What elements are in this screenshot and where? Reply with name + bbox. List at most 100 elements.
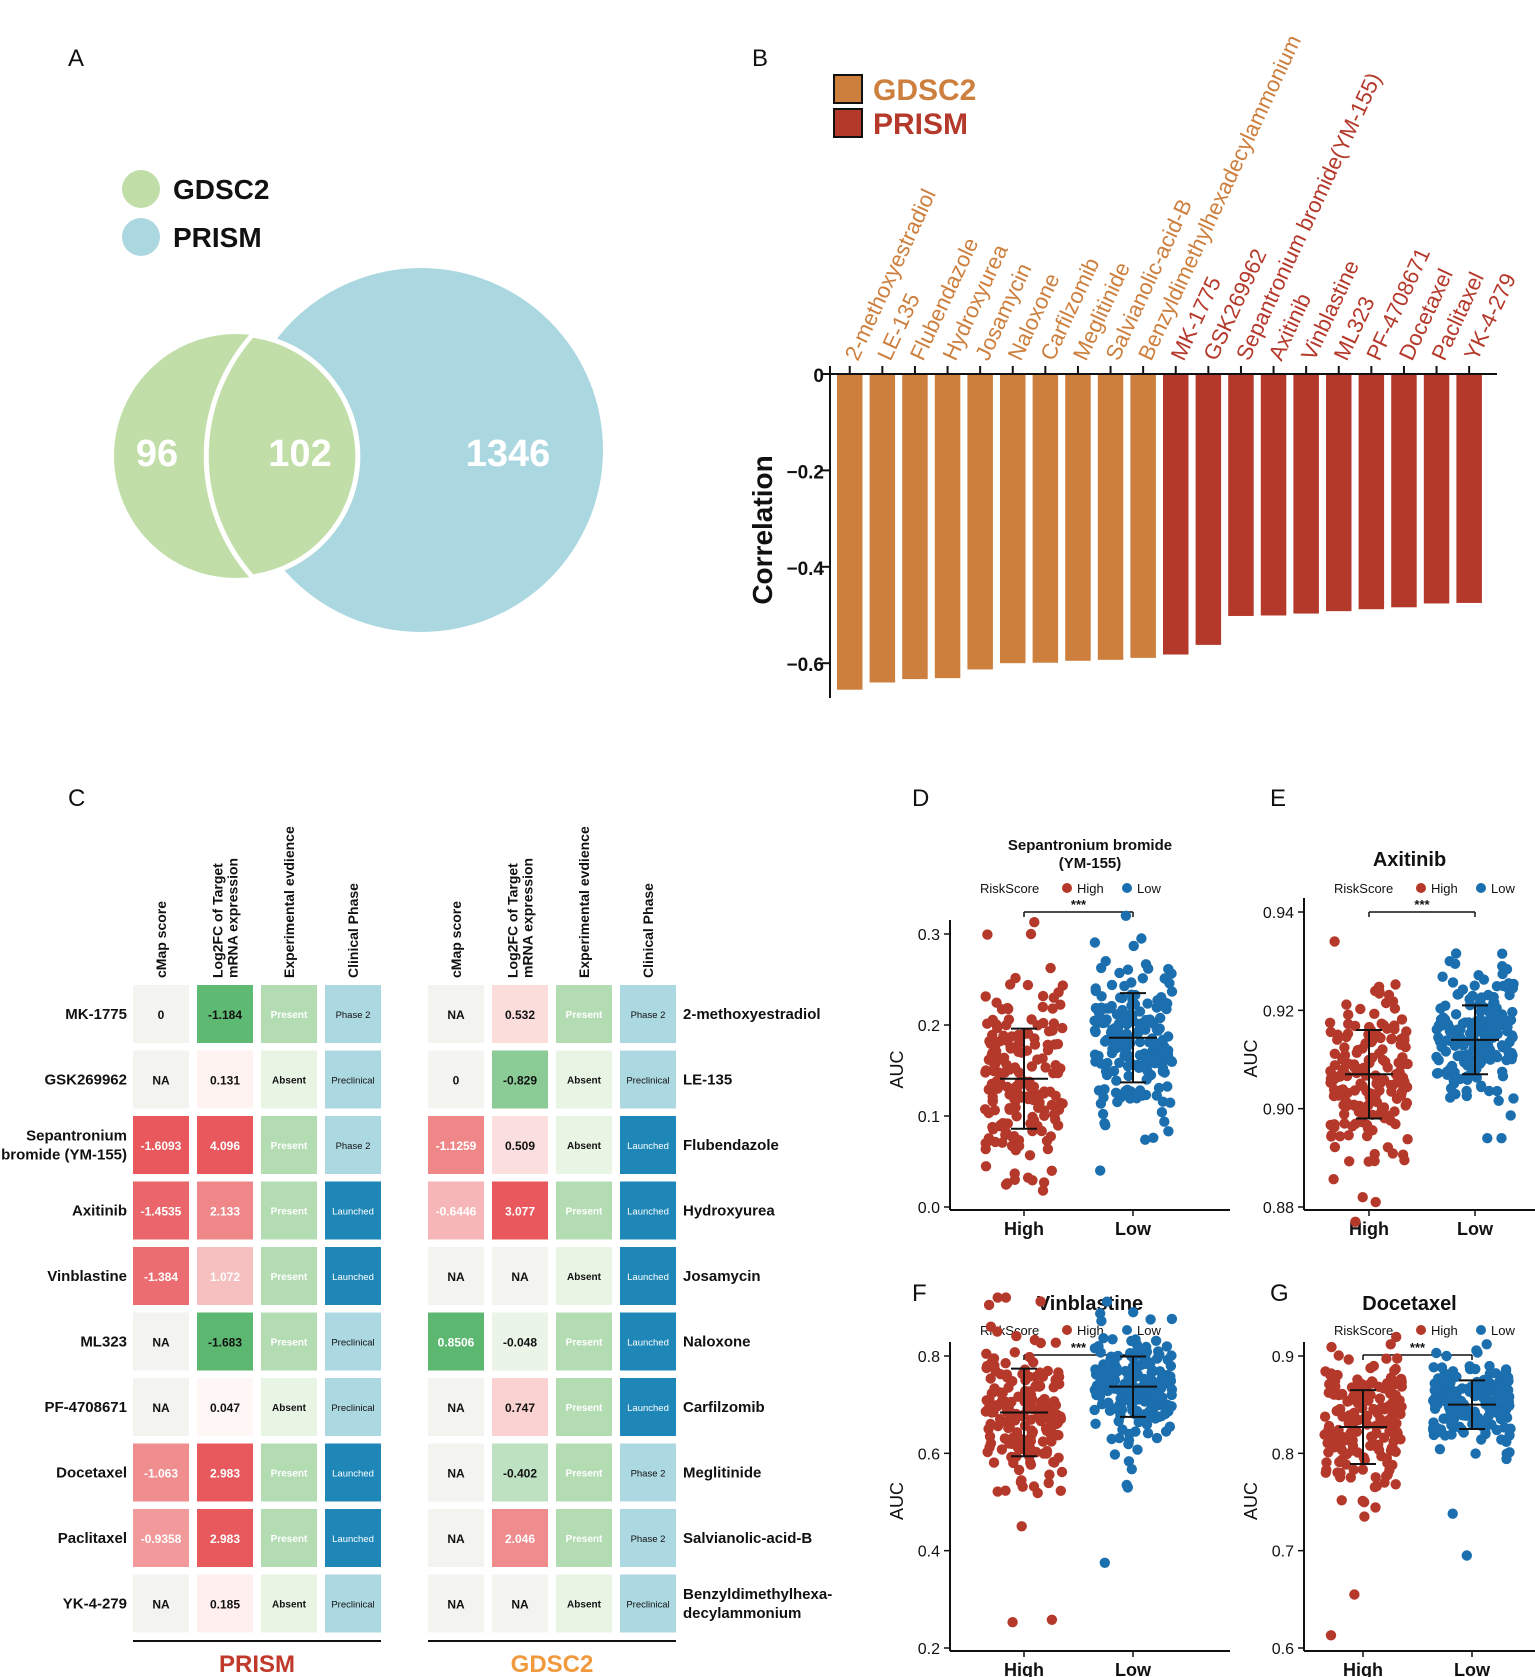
- row-label-mk-1775: MK-1775: [65, 1006, 127, 1023]
- point-low: [1431, 1051, 1442, 1063]
- point-high: [1342, 1070, 1353, 1082]
- point-high: [1332, 1090, 1344, 1101]
- point-low: [1111, 1362, 1122, 1374]
- cell-cmap-score-value: NA: [152, 1598, 170, 1612]
- legend-label-prism: PRISM: [873, 108, 968, 141]
- point-high: [1372, 1075, 1384, 1087]
- point-low: [1470, 1363, 1481, 1375]
- point-low: [1161, 1341, 1173, 1352]
- point-low: [1445, 1092, 1456, 1103]
- table-row: -1.1259 0.509 Absent Launched Flubendazole: [428, 1116, 779, 1174]
- point-low: [1132, 1027, 1144, 1039]
- point-high: [1392, 1427, 1403, 1438]
- point-low: [1119, 1050, 1130, 1062]
- cell-cmap-score-value: NA: [447, 1401, 465, 1415]
- venn-circle-gdsc2: [114, 334, 358, 578]
- point-low: [1470, 1448, 1481, 1459]
- point-low: [1157, 1000, 1169, 1012]
- bar-yk-4-279: [1456, 375, 1482, 603]
- y-tick-label-3: 0.94: [1263, 905, 1294, 922]
- point-low: [1108, 1065, 1120, 1077]
- cell-cmap-score-value: NA: [152, 1336, 170, 1350]
- cell-evidence: [556, 1181, 612, 1240]
- point-high: [1362, 1410, 1373, 1422]
- point-high: [1024, 1351, 1035, 1363]
- point-high: [1001, 1059, 1012, 1071]
- point-low: [1483, 989, 1494, 1001]
- point-high: [993, 1067, 1004, 1078]
- point-low: [1162, 1354, 1173, 1366]
- cell-log2fc-value: -0.402: [503, 1467, 537, 1481]
- point-low: [1507, 1006, 1518, 1018]
- point-low: [1163, 1031, 1174, 1042]
- point-high: [1371, 1096, 1383, 1108]
- point-low: [1142, 998, 1153, 1009]
- cell-log2fc: [197, 1050, 253, 1109]
- point-high: [1002, 1081, 1013, 1093]
- cell-cmap-score: [428, 1574, 484, 1633]
- row-label-josamycin: Josamycin: [683, 1268, 761, 1285]
- point-low: [1496, 1409, 1507, 1420]
- x-tick-label-low: Low: [1457, 1219, 1494, 1239]
- panel-letter-g: G: [1270, 1280, 1289, 1307]
- cell-clinical-phase-value: Phase 2: [336, 1141, 371, 1152]
- point-high: [999, 1433, 1011, 1444]
- point-high: [1400, 1100, 1411, 1111]
- point-low: [1448, 1078, 1460, 1089]
- point-high: [992, 1399, 1003, 1411]
- cell-cmap-score: [133, 1312, 189, 1371]
- table-row: NA 0.047 Absent Preclinical PF-4708671: [44, 1378, 381, 1436]
- y-tick-label-0: 0.6: [1272, 1641, 1294, 1658]
- point-high: [1039, 1110, 1050, 1122]
- cell-evidence: [556, 1378, 612, 1436]
- y-tick-label-0: 0: [813, 366, 824, 387]
- point-high-outlier: [1025, 928, 1037, 940]
- cell-evidence-value: Present: [566, 1403, 603, 1414]
- point-high: [1396, 1014, 1408, 1025]
- point-high: [985, 1418, 996, 1430]
- point-low: [1490, 1368, 1502, 1379]
- point-high: [1347, 1445, 1358, 1456]
- y-tick-label-1: 0.7: [1272, 1544, 1294, 1561]
- point-high: [1395, 1090, 1407, 1101]
- legend-label-low: Low: [1491, 1323, 1515, 1338]
- cell-cmap-score-value: -1.6093: [141, 1139, 182, 1153]
- point-high: [1030, 1371, 1042, 1382]
- point-low: [1107, 1334, 1118, 1345]
- point-low-outlier: [1136, 933, 1147, 944]
- point-high: [1003, 1422, 1014, 1434]
- point-high: [1000, 1485, 1011, 1496]
- point-high: [1347, 1121, 1358, 1132]
- point-high: [1055, 1413, 1067, 1425]
- point-high: [1359, 1497, 1370, 1508]
- point-high: [997, 1118, 1009, 1129]
- point-low: [1491, 1085, 1503, 1097]
- point-low: [1496, 1014, 1507, 1026]
- venn-count-prism-only: 1346: [466, 433, 551, 475]
- point-low: [1497, 1071, 1509, 1082]
- point-high: [994, 1387, 1006, 1398]
- point-high: [1346, 1409, 1358, 1421]
- point-high: [1326, 1341, 1337, 1353]
- cell-evidence: [261, 1443, 317, 1502]
- point-low-outlier: [1128, 1307, 1139, 1318]
- point-low: [1503, 978, 1514, 989]
- legend-label-gdsc2: GDSC2: [873, 74, 976, 107]
- x-tick-label-high: High: [1004, 1660, 1044, 1677]
- bar-hydroxyurea: [934, 375, 961, 679]
- point-high: [1011, 1330, 1022, 1342]
- point-high: [1004, 1103, 1015, 1114]
- point-high: [1009, 1347, 1020, 1358]
- point-high: [1378, 1102, 1390, 1113]
- cell-evidence-value: Present: [271, 1469, 308, 1480]
- cell-evidence: [261, 1116, 317, 1174]
- point-high: [997, 1137, 1008, 1148]
- point-low: [1504, 1391, 1515, 1402]
- point-low: [1123, 1017, 1135, 1028]
- cell-evidence-value: Present: [271, 1534, 308, 1545]
- cell-clinical-phase: [325, 1312, 381, 1371]
- legend-swatch-low: [1122, 883, 1132, 893]
- point-low: [1164, 1421, 1176, 1432]
- point-high: [1048, 992, 1060, 1003]
- point-low: [1132, 1444, 1143, 1455]
